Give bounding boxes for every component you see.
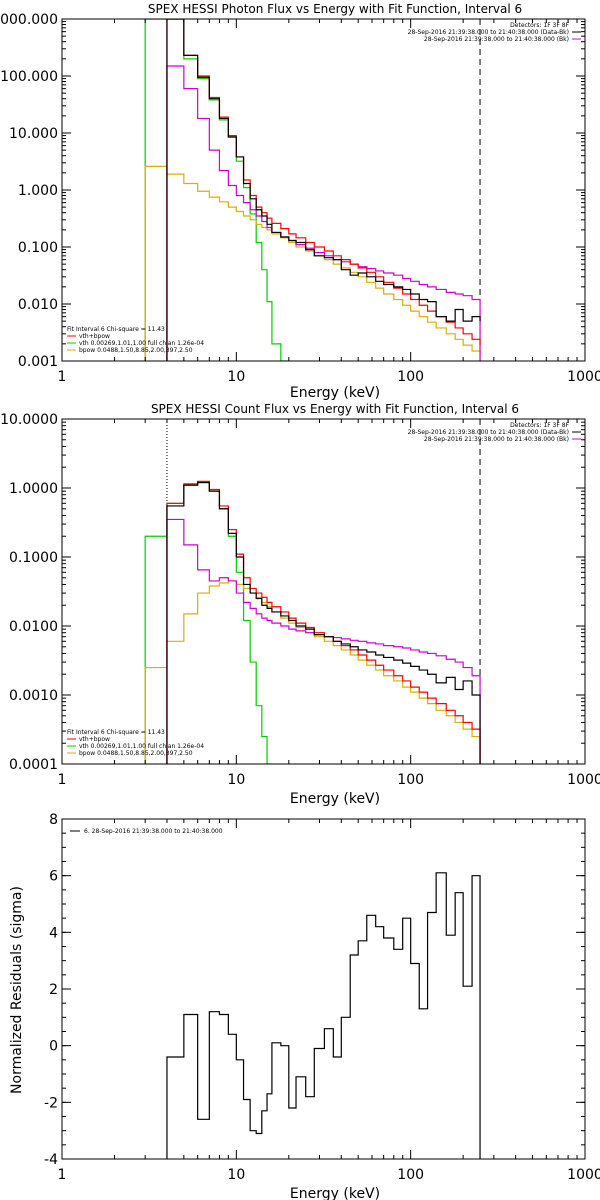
series-vth	[144, 481, 272, 764]
series-bpow	[144, 165, 481, 361]
x-tick-label: 10	[227, 1167, 245, 1183]
y-tick-label: 0.0001	[9, 757, 58, 773]
series-group	[144, 480, 481, 764]
legend-text: vth+bpow	[79, 333, 110, 340]
header-text: Detectors: 1F 3F 8F	[510, 422, 569, 429]
y-tick-label: 6	[49, 869, 58, 885]
plot-frame	[61, 418, 586, 765]
y-tick-label: 1.000	[18, 183, 58, 199]
x-axis-label: Energy (keV)	[290, 1186, 380, 1200]
legend-text: 6. 28-Sep-2016 21:39:38.000 to 21:40:38.…	[84, 828, 223, 835]
y-tick-label: 0	[49, 1039, 58, 1055]
series-background	[166, 518, 481, 764]
y-tick-label: 1.0000	[9, 481, 58, 497]
x-tick-label: 100	[397, 772, 424, 788]
x-tick-label: 1	[58, 369, 67, 385]
legend-text: vth+bpow	[79, 736, 110, 743]
x-tick-label: 10	[227, 369, 245, 385]
x-tick-label: 100	[397, 369, 424, 385]
y-tick-label: 10.0000	[0, 412, 58, 428]
y-axis-label: Normalized Residuals (sigma)	[9, 886, 25, 1094]
legend-text: bpow 0.0488,1.50,8.85,2.00,397,2.50	[79, 750, 193, 757]
panel-title: SPEX HESSI Count Flux vs Energy with Fit…	[151, 402, 519, 416]
header-text: 28-Sep-2016 21:39:38.000 to 21:40:38.000…	[424, 436, 569, 443]
y-tick-label: 0.1000	[9, 550, 58, 566]
y-tick-label: 0.010	[18, 297, 58, 313]
series-background	[166, 65, 481, 361]
y-tick-label: -4	[44, 1152, 58, 1168]
series-vth	[144, 19, 289, 361]
y-tick-label: 4	[49, 925, 58, 941]
y-tick-label: 0.0100	[9, 619, 58, 635]
x-tick-label: 1	[58, 772, 67, 788]
series-data	[166, 19, 481, 361]
y-tick-label: 2	[49, 982, 58, 998]
count-flux-panel: SPEX HESSI Count Flux vs Energy with Fit…	[151, 402, 519, 807]
x-axis-label: Energy (keV)	[290, 791, 380, 807]
x-tick-label: 1	[58, 1167, 67, 1183]
x-tick-label: 10	[227, 772, 245, 788]
panel-title: SPEX HESSI Photon Flux vs Energy with Fi…	[148, 2, 522, 16]
y-tick-label: 0.0010	[9, 688, 58, 704]
residuals-panel: Energy (keV) Normalized Residuals (sigma…	[9, 886, 380, 1200]
legend-text: bpow 0.0488,1.50,8.85,2.00,397,2.50	[79, 347, 193, 354]
y-tick-label: -2	[44, 1095, 58, 1111]
series-total	[166, 480, 481, 764]
plot-area: 1 10 100 1000 0.0001 0.0010 0.0100 0.1000 1.0000…	[0, 412, 600, 788]
header-text: 28-Sep-2016 21:39:38.000 to 21:40:38.000…	[408, 429, 569, 436]
y-tick-label: 8	[49, 812, 58, 828]
plot-frame	[61, 818, 586, 1160]
legend-text: vth 0.00269,1.01,1.00 full chian 1.26e-0…	[79, 340, 204, 347]
series-group	[144, 19, 481, 361]
header-text: 28-Sep-2016 21:39:38.000 to 21:40:38.000…	[424, 36, 569, 43]
legend-text: Fit Interval 6 Chi-square = 11.43	[67, 326, 165, 333]
series-data	[166, 872, 481, 1159]
y-tick-label: 10.000	[9, 126, 58, 142]
legend-text: vth 0.00269,1.01,1.00 full chian 1.26e-0…	[79, 743, 204, 750]
x-axis-label: Energy (keV)	[290, 385, 380, 401]
x-tick-label: 1000	[567, 1167, 600, 1183]
legend-text: Fit Interval 6 Chi-square = 11.43	[67, 729, 165, 736]
header-text: 28-Sep-2016 21:39:38.000 to 21:40:38.000…	[408, 29, 569, 36]
series-total	[166, 19, 481, 361]
x-tick-label: 1000	[567, 369, 600, 385]
y-tick-label: 100.000	[0, 69, 58, 85]
series-data	[166, 481, 481, 764]
photon-flux-panel: SPEX HESSI Photon Flux vs Energy with Fi…	[148, 2, 522, 401]
y-tick-label: 0.001	[18, 354, 58, 370]
x-tick-label: 1000	[567, 772, 600, 788]
plot-frame	[61, 18, 586, 362]
plot-area: 1 10 100 1000 -4 -2 0 2 4 6 8 6. 28-Sep-2016 21:39:…	[44, 812, 600, 1183]
header-text: Detectors: 1F 3F 8F	[510, 22, 569, 29]
y-tick-label: 0.100	[18, 240, 58, 256]
y-tick-label: 1000.000	[0, 12, 58, 28]
x-tick-label: 100	[397, 1167, 424, 1183]
plot-area: 1 10 100 1000 0.001 0.010 0.100 1.000 10.000 100.…	[0, 12, 600, 385]
series-bpow	[144, 580, 481, 764]
series-group	[166, 872, 481, 1159]
